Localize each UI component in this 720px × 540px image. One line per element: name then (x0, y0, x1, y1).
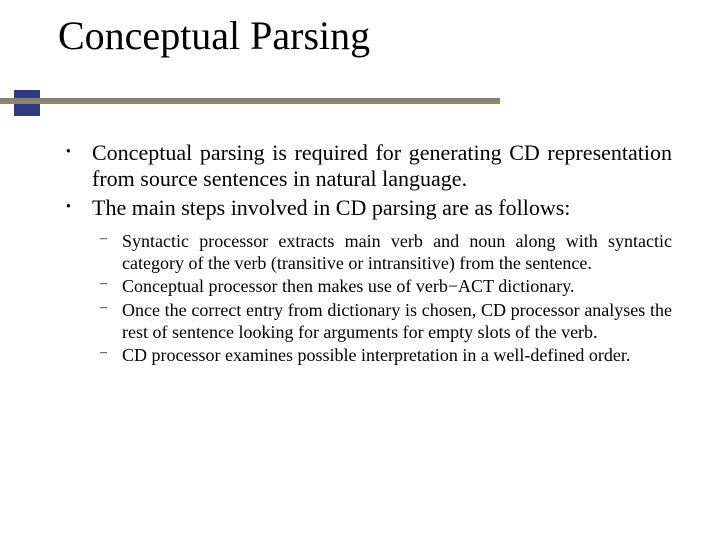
bullet-list-lvl1: Conceptual parsing is required for gener… (58, 140, 672, 221)
list-item: Once the correct entry from dictionary i… (92, 300, 672, 343)
rule-bottom (0, 101, 500, 104)
list-item: CD processor examines possible interpret… (92, 345, 672, 367)
list-item: Syntactic processor extracts main verb a… (92, 231, 672, 274)
title-container: Conceptual Parsing (0, 0, 720, 58)
list-item: The main steps involved in CD parsing ar… (58, 195, 672, 221)
list-item: Conceptual parsing is required for gener… (58, 140, 672, 193)
slide-title: Conceptual Parsing (58, 14, 720, 58)
content-area: Conceptual parsing is required for gener… (58, 140, 672, 369)
slide: Conceptual Parsing Conceptual parsing is… (0, 0, 720, 540)
bullet-list-lvl2: Syntactic processor extracts main verb a… (92, 231, 672, 367)
list-item: Conceptual processor then makes use of v… (92, 276, 672, 298)
